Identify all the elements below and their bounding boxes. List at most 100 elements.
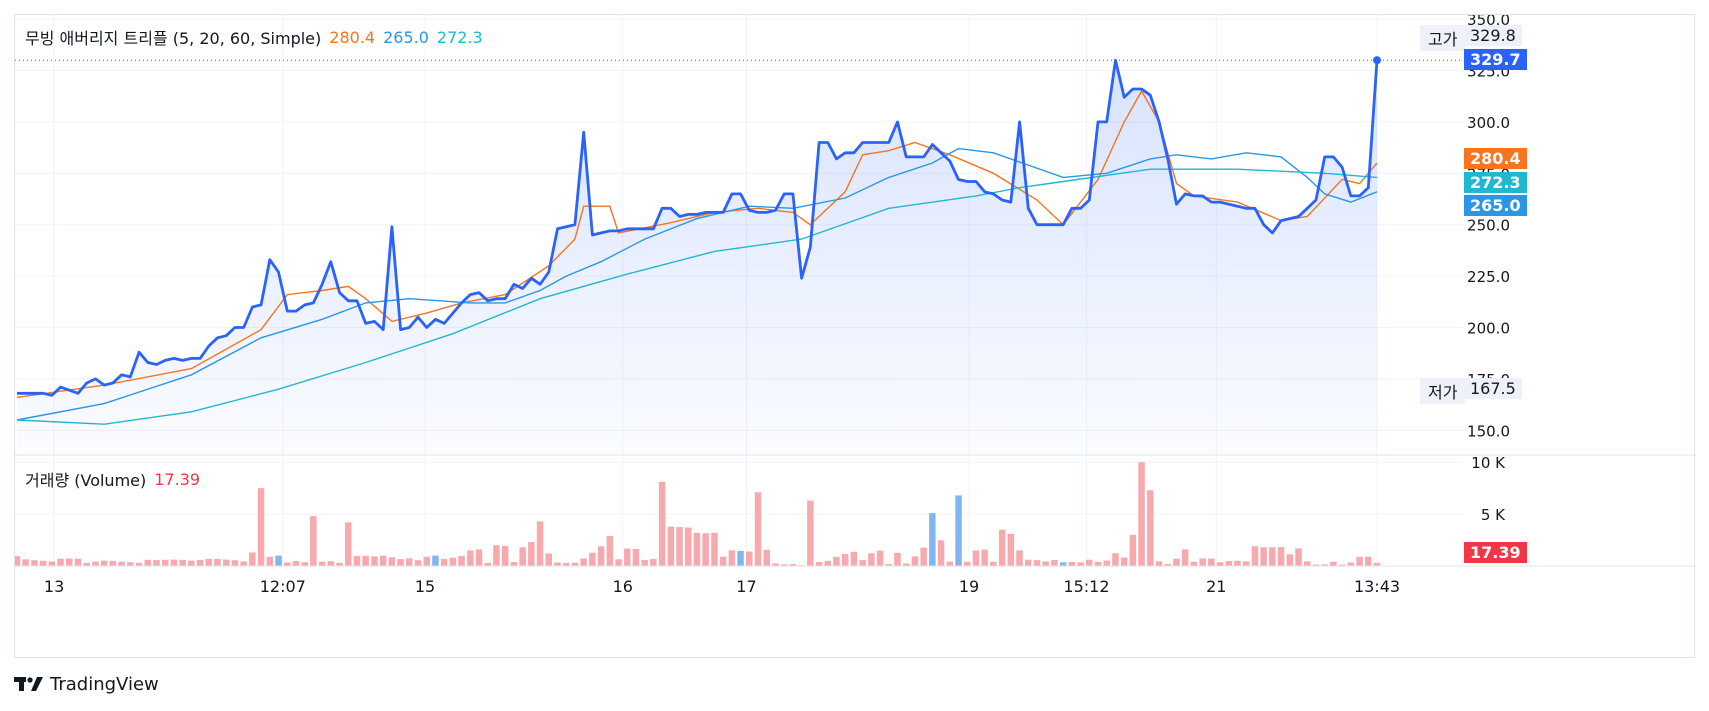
time-tick-label: 21 — [1206, 577, 1226, 596]
price-tick-label: 250.0 — [1467, 217, 1510, 235]
volume-bar — [501, 545, 509, 566]
high-value: 329.8 — [1464, 25, 1522, 46]
volume-bar — [658, 481, 666, 566]
time-tick-label: 17 — [736, 577, 756, 596]
volume-bar — [423, 556, 430, 566]
ma5-price-tag: 280.4 — [1464, 148, 1527, 169]
volume-tag: 17.39 — [1464, 542, 1527, 563]
time-tick-label: 16 — [613, 577, 633, 596]
volume-bar — [414, 560, 422, 566]
volume-bar — [1216, 562, 1224, 566]
volume-bar — [528, 542, 535, 566]
volume-bar — [780, 564, 788, 566]
volume-bar — [493, 545, 500, 566]
chart-canvas[interactable]: 350.0325.0300.0275.0250.0225.0200.0175.0… — [15, 15, 1696, 659]
volume-bar — [1016, 550, 1023, 566]
low-value: 167.5 — [1464, 378, 1522, 399]
volume-bar — [702, 533, 709, 566]
volume-bar — [318, 561, 326, 566]
volume-bar — [1277, 547, 1285, 566]
volume-bar — [894, 552, 901, 566]
logo-text: TradingView — [50, 674, 159, 695]
volume-bar — [118, 561, 125, 566]
volume-legend[interactable]: 거래량 (Volume) 17.39 — [25, 467, 200, 491]
volume-bar — [432, 555, 439, 566]
volume-bar — [1304, 561, 1311, 566]
volume-bar — [1347, 562, 1355, 566]
volume-bar — [240, 561, 247, 566]
price-area-fill — [17, 60, 1377, 455]
volume-bar — [327, 561, 335, 566]
volume-bar — [223, 559, 230, 566]
volume-bar — [624, 548, 631, 566]
volume-bar — [911, 556, 919, 566]
volume-bar — [920, 547, 927, 566]
volume-bar — [746, 551, 753, 566]
tradingview-logo[interactable]: TradingView — [14, 674, 159, 695]
volume-bar — [362, 555, 369, 566]
volume-bar — [597, 546, 605, 566]
price-area — [17, 60, 1377, 455]
volume-bar — [519, 547, 526, 566]
volume-bar — [353, 556, 361, 566]
volume-bar — [1112, 553, 1119, 566]
ma60-value: 272.3 — [436, 27, 483, 47]
volume-bar — [484, 562, 491, 566]
volume-bar — [807, 500, 814, 566]
volume-bar — [554, 562, 561, 566]
volume-bar — [580, 558, 587, 566]
volume-bar — [449, 557, 457, 566]
volume-bar — [754, 492, 762, 566]
volume-bar — [1338, 564, 1346, 566]
ma60-price-tag: 272.3 — [1464, 172, 1527, 193]
high-label: 고가 — [1420, 25, 1466, 51]
volume-bar — [100, 560, 108, 566]
volume-bar — [458, 556, 465, 566]
volume-bar — [1086, 559, 1093, 566]
volume-bar — [824, 560, 831, 566]
volume-bar — [876, 550, 884, 566]
low-label: 저가 — [1420, 378, 1466, 404]
time-tick-label: 12:07 — [260, 577, 306, 596]
price-legend[interactable]: 무빙 애버리지 트리플 (5, 20, 60, Simple) 280.4 26… — [25, 25, 483, 49]
volume-bar — [1103, 560, 1110, 566]
volume-bar — [719, 556, 727, 566]
volume-tick-label: 5 K — [1481, 506, 1506, 524]
volume-bar — [109, 561, 117, 566]
volume-bar — [1321, 564, 1328, 566]
volume-bar — [763, 549, 770, 566]
volume-bar — [981, 549, 988, 566]
volume-bar — [711, 532, 718, 566]
price-tick-label: 225.0 — [1467, 268, 1510, 286]
time-tick-label: 13 — [44, 577, 64, 596]
volume-bar — [632, 549, 640, 566]
volume-bar — [1243, 561, 1250, 566]
volume-bar — [903, 563, 910, 566]
last-price-tag: 329.7 — [1464, 49, 1527, 70]
volume-bar — [833, 556, 840, 566]
volume-bar — [83, 562, 90, 566]
volume-tick-label: 10 K — [1471, 454, 1506, 472]
volume-bar — [1068, 562, 1076, 566]
volume-bar — [1007, 533, 1015, 566]
volume-bar — [1225, 561, 1232, 566]
volume-bar — [641, 560, 648, 566]
volume-bar — [135, 562, 143, 566]
price-tick-label: 300.0 — [1467, 114, 1510, 132]
volume-bar — [1365, 556, 1372, 566]
volume-bar — [292, 561, 300, 566]
volume-bar — [22, 559, 29, 566]
volume-bar — [231, 560, 239, 566]
volume-bar — [955, 495, 962, 566]
volume-bar — [1190, 561, 1198, 566]
volume-legend-label: 거래량 (Volume) — [25, 471, 147, 490]
volume-bar — [144, 559, 151, 566]
volume-bar — [214, 558, 221, 566]
volume-bar — [1330, 561, 1337, 566]
volume-bar — [179, 559, 186, 566]
volume-bar — [868, 553, 875, 566]
volume-bar — [301, 562, 308, 566]
volume-bar — [929, 513, 936, 566]
volume-bar — [1260, 547, 1267, 566]
ma-line-3 — [16, 168, 1378, 425]
